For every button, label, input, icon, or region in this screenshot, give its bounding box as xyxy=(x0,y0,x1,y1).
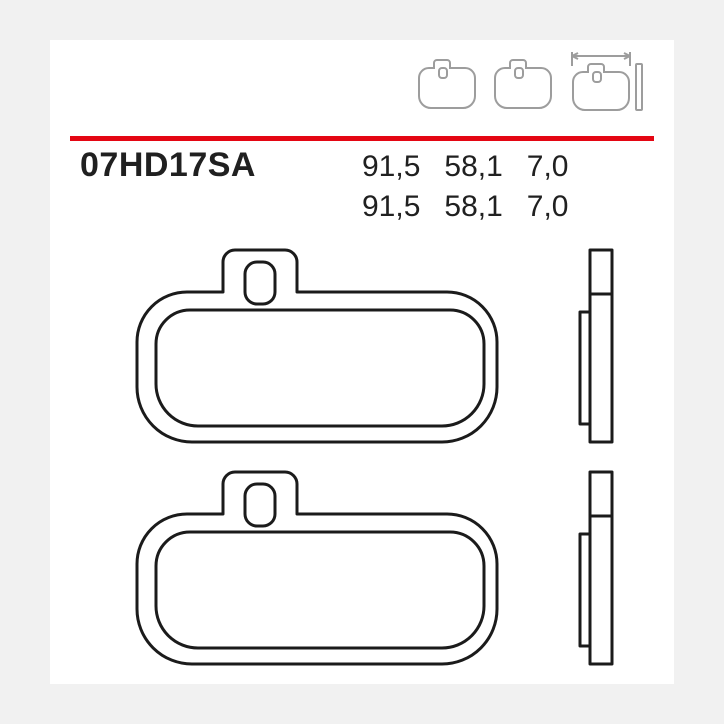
red-divider xyxy=(70,128,654,133)
dimensions-table: 91,5 58,1 7,0 91,5 58,1 7,0 xyxy=(362,148,593,227)
pad-glyph-dimension-icon xyxy=(568,52,646,117)
part-code: 07HD17SA xyxy=(80,146,256,185)
pad-glyph-icon xyxy=(492,52,554,117)
dim-cell: 58,1 xyxy=(444,148,526,188)
dim-cell: 7,0 xyxy=(527,148,593,188)
product-spec-card: 07HD17SA 91,5 58,1 7,0 91,5 58,1 7,0 xyxy=(50,40,674,684)
pad-glyph-icon xyxy=(416,52,478,117)
dim-cell: 7,0 xyxy=(527,188,593,228)
technical-drawing xyxy=(50,240,674,684)
table-row: 91,5 58,1 7,0 xyxy=(362,148,593,188)
dim-cell: 91,5 xyxy=(362,188,444,228)
table-row: 91,5 58,1 7,0 xyxy=(362,188,593,228)
dim-cell: 91,5 xyxy=(362,148,444,188)
header-icon-row xyxy=(416,52,646,117)
dim-cell: 58,1 xyxy=(444,188,526,228)
